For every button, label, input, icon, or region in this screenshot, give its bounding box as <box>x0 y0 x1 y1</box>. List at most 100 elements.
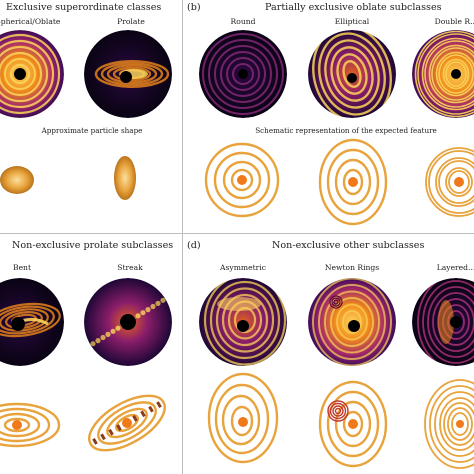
schematic-ring <box>213 151 271 209</box>
fringe-ring <box>330 297 374 347</box>
panel-a-caption: Approximate particle shape <box>41 126 143 135</box>
streak-mark <box>148 405 154 413</box>
fringe-ring <box>342 310 362 334</box>
image-label-prolate: Prolate <box>117 17 145 26</box>
fringe-ring <box>0 305 55 335</box>
fringe-ring <box>318 32 386 116</box>
schematic-center <box>454 177 464 187</box>
schematic-ring <box>221 394 261 446</box>
fringe-ring <box>422 280 474 364</box>
schematic-ring <box>447 407 473 441</box>
fringe-ring <box>336 53 368 95</box>
panel-d-title: Non-exclusive other subclasses <box>272 240 425 251</box>
schematic-center <box>238 417 248 427</box>
newton-ring <box>334 407 342 415</box>
schematic-ring <box>448 170 470 194</box>
beamstop-shadow <box>237 320 249 332</box>
beamstop-shadow <box>14 68 26 80</box>
schematic-ring <box>3 417 31 433</box>
fringe-ring <box>324 39 380 109</box>
fringe-ring <box>432 292 474 352</box>
fringe-ring <box>437 298 474 346</box>
fringe-ring <box>10 313 38 327</box>
detector-disk <box>308 278 396 366</box>
newton-ring <box>329 402 347 420</box>
schematic-ring <box>106 407 148 439</box>
image-label-layered: Layered... <box>436 263 474 272</box>
image-bent <box>0 278 64 366</box>
fringe-ring <box>118 68 146 80</box>
schematic-ring <box>428 150 474 214</box>
oblate-particle <box>0 166 34 194</box>
image-round <box>199 30 287 118</box>
image-label-streak: Streak <box>117 263 143 272</box>
fringe-ring <box>0 39 55 109</box>
beamstop-shadow <box>347 73 357 83</box>
image-elliptical <box>308 30 396 118</box>
fringe-ring <box>203 278 287 366</box>
fringe-ring <box>233 306 257 334</box>
fringe-ring <box>5 310 43 330</box>
schematic-center <box>456 420 464 428</box>
fringe-ring <box>427 286 474 358</box>
panel-b-caption: Schematic representation of the expected… <box>255 126 437 135</box>
schematic-ring <box>0 412 41 438</box>
fringe-ring <box>106 64 158 84</box>
fringe-ring <box>232 63 254 85</box>
schematic-ring <box>342 168 364 196</box>
image-prolate <box>84 30 172 118</box>
fringe-ring <box>336 303 368 341</box>
streak-mark <box>100 433 106 441</box>
fringe-ring <box>94 60 170 89</box>
fringe-ring <box>227 300 263 340</box>
fringe-ring <box>0 302 61 338</box>
prolate-particle <box>114 156 136 200</box>
fringe-ring <box>226 57 260 91</box>
fringe-ring <box>3 57 37 91</box>
streak-mark <box>92 438 98 445</box>
schematic-ring <box>434 391 474 457</box>
schematic-ring <box>318 138 388 226</box>
schematic-offset-ellipses <box>207 372 279 464</box>
schematic-concentric-ellipses <box>318 138 388 226</box>
panel-c-title: Non-exclusive prolate subclasses <box>12 240 174 251</box>
detector-disk <box>199 30 287 118</box>
schematic-center <box>348 177 358 187</box>
fringe-ring <box>202 33 284 115</box>
schematic-ring <box>425 147 474 217</box>
detector-disk <box>412 278 474 366</box>
schematic-tilted-ellipses <box>88 394 166 452</box>
fringe-ring <box>442 304 470 340</box>
panel-d-label: (d) <box>187 240 201 251</box>
schematic-layered-ellipses <box>424 379 474 469</box>
beamstop-shadow <box>120 71 132 83</box>
beamstop-shadow <box>11 317 25 331</box>
fringe-ring <box>220 51 266 97</box>
fringe-ring <box>312 30 392 118</box>
streak-mark <box>108 428 114 436</box>
image-double-rings <box>412 30 474 118</box>
newton-ring <box>332 405 344 417</box>
fringe-ring <box>0 30 64 118</box>
schematic-ring <box>207 372 279 464</box>
schematic-ring <box>429 385 474 463</box>
fringe-ring <box>0 45 49 103</box>
schematic-ring <box>326 390 380 458</box>
fringe-ring <box>312 278 392 366</box>
schematic-double-rings <box>425 147 474 217</box>
fringe-ring <box>9 63 31 85</box>
image-spherical <box>0 30 64 118</box>
detector-disk <box>0 30 64 118</box>
schematic-ring <box>114 413 140 433</box>
schematic-ring <box>438 160 474 204</box>
fringe-ring <box>100 62 164 86</box>
schematic-ring <box>334 400 372 448</box>
detector-disk <box>84 278 172 366</box>
schematic-ring <box>214 383 270 455</box>
fringe-ring <box>417 278 474 366</box>
image-streak <box>84 278 172 366</box>
streak-mark <box>140 410 146 418</box>
fringe-ring <box>209 280 281 360</box>
beamstop-shadow <box>450 316 462 328</box>
detector-disk <box>199 278 287 366</box>
